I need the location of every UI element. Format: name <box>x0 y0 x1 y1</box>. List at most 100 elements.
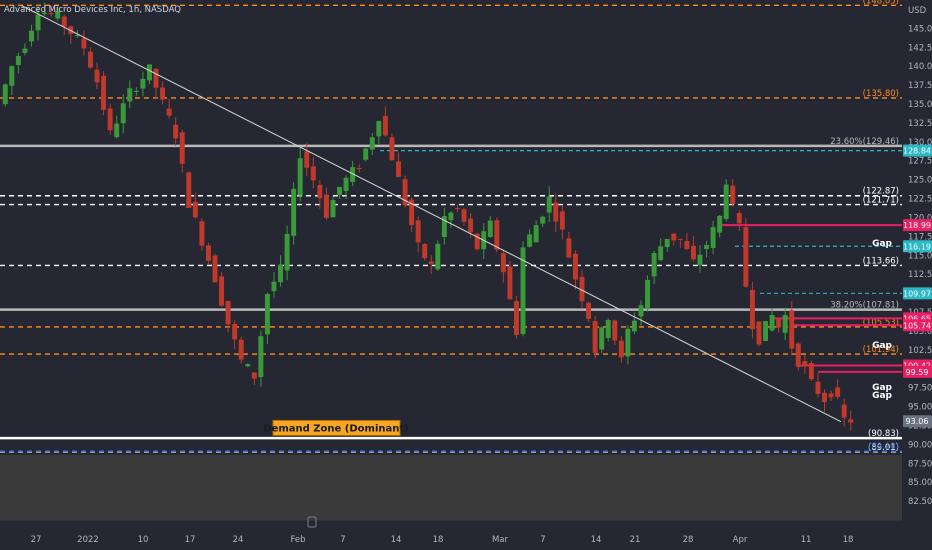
candle-body[interactable] <box>841 404 847 418</box>
candle-body[interactable] <box>559 211 565 230</box>
candle-body[interactable] <box>107 108 113 131</box>
candle-body[interactable] <box>278 264 284 283</box>
price-tag[interactable] <box>903 144 932 157</box>
candle-body[interactable] <box>160 87 166 100</box>
candle-body[interactable] <box>494 220 500 250</box>
candle-body[interactable] <box>730 185 736 205</box>
candle-body[interactable] <box>245 364 251 367</box>
candle-body[interactable] <box>114 123 120 138</box>
event-icon[interactable] <box>307 516 317 528</box>
candle-body[interactable] <box>455 208 460 210</box>
candle-body[interactable] <box>291 188 297 236</box>
candle-body[interactable] <box>533 225 539 243</box>
price-tag[interactable] <box>903 287 932 300</box>
candle-body[interactable] <box>520 247 526 335</box>
candle-body[interactable] <box>736 213 742 224</box>
candle-body[interactable] <box>251 372 257 379</box>
candle-body[interactable] <box>704 244 710 249</box>
candle-body[interactable] <box>756 321 762 345</box>
candle-body[interactable] <box>572 253 578 280</box>
candle-body[interactable] <box>468 218 474 233</box>
candle-body[interactable] <box>297 158 303 196</box>
candle-body[interactable] <box>645 279 651 310</box>
candle-body[interactable] <box>474 233 480 250</box>
candle-body[interactable] <box>264 294 270 335</box>
candle-body[interactable] <box>238 339 244 360</box>
candle-body[interactable] <box>743 227 749 287</box>
candle-body[interactable] <box>808 363 814 380</box>
candle-body[interactable] <box>9 66 15 86</box>
candle-body[interactable] <box>402 179 408 206</box>
candle-body[interactable] <box>133 90 139 92</box>
candle-body[interactable] <box>835 387 841 397</box>
candle-body[interactable] <box>566 238 572 258</box>
candle-body[interactable] <box>127 88 133 102</box>
candle-body[interactable] <box>258 336 264 378</box>
candle-body[interactable] <box>435 243 441 270</box>
candle-body[interactable] <box>795 343 801 368</box>
candle-body[interactable] <box>304 151 310 168</box>
candle-body[interactable] <box>55 11 61 19</box>
candle-body[interactable] <box>461 209 467 222</box>
candle-body[interactable] <box>396 161 401 177</box>
candle-body[interactable] <box>29 30 34 42</box>
candle-body[interactable] <box>514 301 519 336</box>
candle-body[interactable] <box>651 252 657 277</box>
candle-body[interactable] <box>822 392 827 403</box>
candle-body[interactable] <box>507 266 513 300</box>
candle-body[interactable] <box>677 238 683 240</box>
candle-body[interactable] <box>389 137 395 161</box>
candle-body[interactable] <box>664 238 670 248</box>
candle-body[interactable] <box>199 221 205 246</box>
candle-body[interactable] <box>415 220 421 243</box>
candle-body[interactable] <box>546 196 552 213</box>
price-tag[interactable] <box>903 365 932 378</box>
candle-body[interactable] <box>599 327 605 350</box>
candle-body[interactable] <box>723 184 729 219</box>
candle-body[interactable] <box>592 321 598 353</box>
trend-line[interactable] <box>21 5 842 423</box>
candle-body[interactable] <box>356 168 362 170</box>
candle-body[interactable] <box>146 64 152 81</box>
candle-body[interactable] <box>749 289 755 330</box>
candle-body[interactable] <box>363 148 369 160</box>
candle-body[interactable] <box>500 253 506 273</box>
candle-body[interactable] <box>94 69 100 83</box>
candle-body[interactable] <box>789 310 795 349</box>
candle-body[interactable] <box>376 121 382 137</box>
candle-body[interactable] <box>540 216 546 224</box>
candle-body[interactable] <box>605 320 611 338</box>
candle-body[interactable] <box>317 185 323 199</box>
candle-body[interactable] <box>153 68 159 88</box>
candle-body[interactable] <box>192 201 198 218</box>
candle-body[interactable] <box>271 281 277 292</box>
candle-body[interactable] <box>638 305 644 317</box>
candle-body[interactable] <box>717 215 723 233</box>
candle-body[interactable] <box>690 245 696 260</box>
candle-body[interactable] <box>179 132 185 164</box>
candle-body[interactable] <box>428 261 434 264</box>
candle-body[interactable] <box>140 78 146 89</box>
demand-zone-box[interactable] <box>272 419 401 436</box>
candle-body[interactable] <box>579 276 585 302</box>
candle-body[interactable] <box>173 124 179 139</box>
candle-body[interactable] <box>219 276 225 306</box>
candle-body[interactable] <box>284 233 290 271</box>
candle-body[interactable] <box>553 202 559 222</box>
candle-body[interactable] <box>776 318 782 328</box>
candle-body[interactable] <box>205 245 211 261</box>
candle-body[interactable] <box>441 216 447 237</box>
candle-body[interactable] <box>232 323 238 340</box>
candle-body[interactable] <box>422 244 428 259</box>
candle-body[interactable] <box>2 84 8 105</box>
candle-body[interactable] <box>343 177 349 192</box>
candle-body[interactable] <box>101 75 107 110</box>
candle-body[interactable] <box>782 315 788 333</box>
candle-body[interactable] <box>61 16 67 27</box>
candle-body[interactable] <box>697 254 703 266</box>
candle-body[interactable] <box>586 302 592 319</box>
candle-body[interactable] <box>763 321 768 341</box>
candle-body[interactable] <box>448 212 454 221</box>
